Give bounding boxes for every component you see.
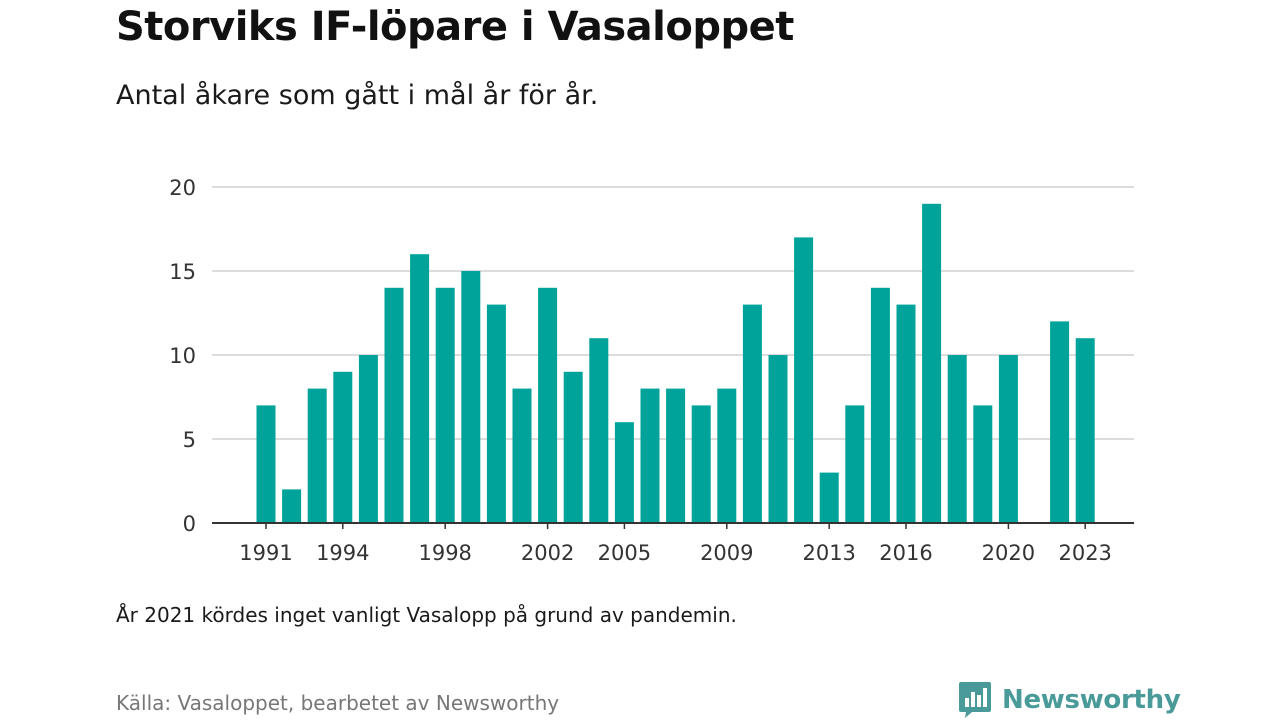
bar bbox=[435, 287, 455, 523]
bar bbox=[870, 287, 890, 523]
x-tick-label: 2002 bbox=[521, 541, 574, 565]
chart-note: År 2021 kördes inget vanligt Vasalopp på… bbox=[116, 603, 737, 627]
y-tick-label: 10 bbox=[169, 344, 196, 368]
bar bbox=[1075, 338, 1095, 523]
brand[interactable]: Newsworthy bbox=[958, 680, 1181, 720]
chart-title: Storviks IF-löpare i Vasaloppet bbox=[116, 4, 794, 50]
bar bbox=[845, 405, 865, 523]
chart-subtitle: Antal åkare som gått i mål år för år. bbox=[116, 80, 599, 111]
brand-name: Newsworthy bbox=[1002, 685, 1181, 715]
x-tick-label: 2016 bbox=[879, 541, 932, 565]
bar bbox=[307, 388, 327, 523]
bar bbox=[666, 388, 686, 523]
bar bbox=[1050, 321, 1070, 523]
y-tick-label: 5 bbox=[183, 428, 196, 452]
bar bbox=[947, 355, 967, 523]
bar bbox=[461, 271, 481, 523]
bar bbox=[819, 472, 839, 523]
x-tick-label: 2023 bbox=[1058, 541, 1111, 565]
y-tick-label: 15 bbox=[169, 260, 196, 284]
newsworthy-logo-icon bbox=[959, 682, 991, 718]
bar bbox=[410, 254, 430, 523]
bar bbox=[256, 405, 276, 523]
x-tick-label: 2013 bbox=[802, 541, 855, 565]
x-tick-label: 1994 bbox=[316, 541, 369, 565]
bar bbox=[794, 237, 814, 523]
bar bbox=[333, 371, 353, 523]
bar bbox=[691, 405, 711, 523]
x-tick-label: 1991 bbox=[239, 541, 292, 565]
bar bbox=[486, 304, 506, 523]
bar bbox=[512, 388, 532, 523]
x-tick-label: 2005 bbox=[598, 541, 651, 565]
bar bbox=[358, 355, 378, 523]
x-tick-label: 1998 bbox=[418, 541, 471, 565]
bar bbox=[768, 355, 788, 523]
source-text: Källa: Vasaloppet, bearbetet av Newswort… bbox=[116, 691, 560, 715]
y-tick-label: 0 bbox=[183, 512, 196, 536]
bar bbox=[896, 304, 916, 523]
bar bbox=[538, 287, 558, 523]
bar bbox=[998, 355, 1018, 523]
bar bbox=[563, 371, 583, 523]
bar bbox=[589, 338, 609, 523]
bar bbox=[282, 489, 302, 523]
bar-chart: 0 5 10 15 20 1991 1994 1998 2002 2005 2009 2013 2016… bbox=[169, 176, 1134, 565]
bar bbox=[614, 422, 634, 523]
bar bbox=[922, 203, 942, 524]
bar bbox=[640, 388, 660, 523]
bar bbox=[973, 405, 993, 523]
x-tick-label: 2020 bbox=[982, 541, 1035, 565]
y-tick-label: 20 bbox=[169, 176, 196, 200]
bar bbox=[717, 388, 737, 523]
bar bbox=[742, 304, 762, 523]
x-tick-label: 2009 bbox=[700, 541, 753, 565]
bar bbox=[384, 287, 404, 523]
